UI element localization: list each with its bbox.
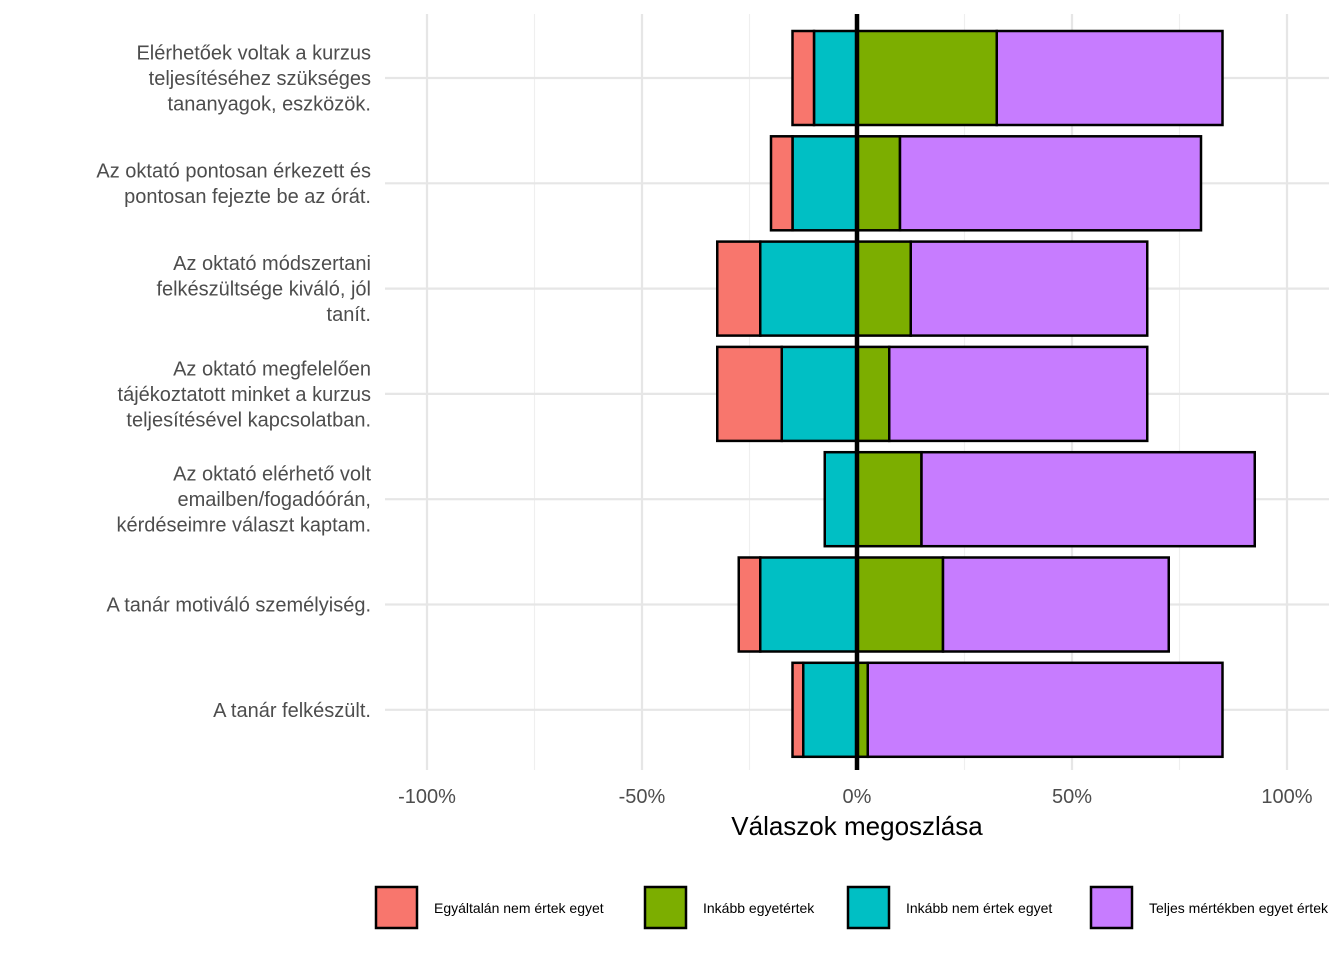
category-labels: Elérhetőek voltak a kurzus teljesítéséhez… — [96, 43, 371, 722]
category-label: Az oktató elérhető volt — [173, 464, 371, 486]
category-label: Az oktató pontosan érkezett és — [96, 161, 371, 183]
bar-segment — [898, 135, 1203, 232]
bar-segment — [823, 450, 859, 548]
x-axis-title: Válaszok megoszlása — [731, 811, 983, 841]
x-tick-label: -100% — [398, 786, 456, 808]
x-tick-label: 0% — [843, 786, 872, 808]
bar-segment — [759, 240, 859, 337]
bar-segment — [855, 345, 891, 443]
legend-label: Inkább egyetértek — [703, 900, 815, 916]
bar-segment — [716, 345, 783, 443]
bar-segment — [941, 556, 1170, 653]
category-label: A tanár felkészült. — [213, 700, 371, 722]
x-tick-label: -50% — [619, 786, 666, 808]
bar-segment — [855, 450, 923, 548]
bar-segment — [855, 556, 945, 653]
category-label: Az oktató megfelelően — [173, 358, 371, 380]
legend-key — [643, 885, 688, 930]
bar-segment — [791, 29, 816, 127]
legend-label: Egyáltalán nem értek egyet — [434, 900, 604, 916]
legend-key — [846, 885, 891, 930]
bar-segment — [855, 29, 998, 127]
bar-segment — [791, 661, 805, 759]
x-tick-labels: -100% -50% 0% 50% 100% — [398, 786, 1313, 808]
bar-segment — [855, 240, 912, 337]
bar-segment — [802, 661, 859, 759]
category-label: tananyagok, eszközök. — [168, 94, 371, 116]
legend: Egyáltalán nem értek egyet Inkább egyetér… — [374, 885, 1329, 930]
category-label: teljesítéséhez szükséges — [149, 68, 371, 90]
bar-segment — [780, 345, 859, 443]
bars — [716, 29, 1256, 759]
category-label: emailben/fogadóórán, — [178, 489, 371, 511]
x-tick-label: 50% — [1052, 786, 1092, 808]
bar-segment — [769, 135, 794, 232]
bar-segment — [888, 345, 1149, 443]
bar-segment — [855, 135, 902, 232]
bar-segment — [920, 450, 1256, 548]
category-label: Az oktató módszertani — [173, 253, 371, 275]
legend-key — [1089, 885, 1134, 930]
category-label: teljesítésével kapcsolatban. — [126, 409, 371, 431]
bar-segment — [812, 29, 859, 127]
bar-segment — [716, 240, 762, 337]
bar-segment — [909, 240, 1149, 337]
category-label: A tanár motiváló személyiség. — [106, 595, 371, 617]
bar-segment — [791, 135, 859, 232]
bar-segment — [759, 556, 859, 653]
legend-key — [374, 885, 419, 930]
bar-segment — [995, 29, 1224, 127]
category-label: pontosan fejezte be az órát. — [124, 186, 371, 208]
category-label: tanít. — [327, 304, 371, 326]
legend-label: Inkább nem értek egyet — [906, 900, 1052, 916]
bar-segment — [737, 556, 762, 653]
legend-label: Teljes mértékben egyet értek — [1149, 900, 1329, 916]
category-label: tájékoztatott minket a kurzus — [118, 384, 371, 406]
bar-segment — [866, 661, 1224, 759]
x-tick-label: 100% — [1261, 786, 1312, 808]
category-label: felkészültsége kiváló, jól — [156, 279, 371, 301]
category-label: kérdéseimre választ kaptam. — [116, 515, 371, 537]
category-label: Elérhetőek voltak a kurzus — [136, 43, 371, 65]
